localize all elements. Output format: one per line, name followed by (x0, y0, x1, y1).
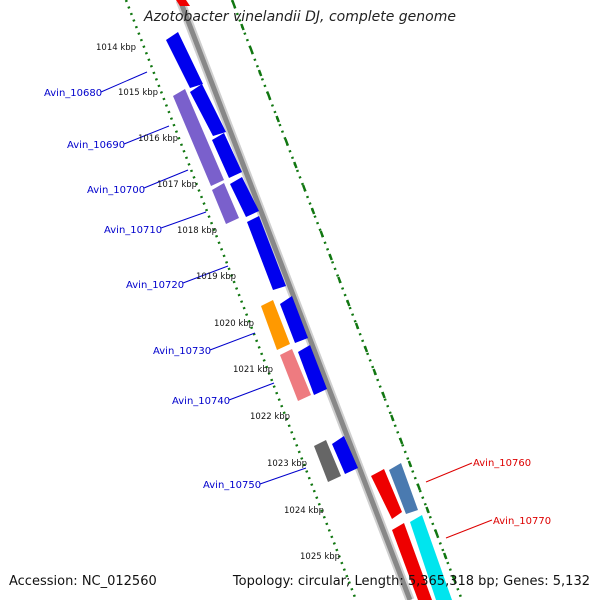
genome-summary-text: Topology: circular; Length: 5,365,318 bp… (232, 574, 590, 589)
guide-dash-mark (266, 92, 272, 100)
kbp-tick-label: 1024 kbp (284, 506, 324, 516)
kbp-tick-label: 1023 kbp (267, 459, 307, 469)
gene-feature-avin-10770-red (392, 523, 432, 600)
gene-feature-avin-10730-forward (280, 296, 308, 343)
guide-dash-mark (284, 138, 289, 146)
kbp-tick-label: 1015 kbp (118, 88, 158, 98)
leader-line-avin-10690 (123, 125, 170, 145)
gene-label-avin-10690[interactable]: Avin_10690 (67, 140, 125, 151)
leader-line-avin-10720 (182, 265, 229, 284)
leader-line-avin-10770 (445, 519, 493, 539)
leader-line-avin-10680 (100, 71, 148, 93)
gene-feature-avin-10710-forward (230, 177, 259, 217)
kbp-tick-label: 1019 kbp (196, 272, 236, 282)
gene-feature-avin-10760-red (371, 469, 402, 519)
guide-dash-mark (231, 0, 236, 8)
kbp-tick-label: 1022 kbp (250, 412, 290, 422)
kbp-tick-label: 1014 kbp (96, 43, 136, 53)
gene-feature-avin-10730-orange (261, 300, 290, 350)
gene-feature-avin-10740-forward (298, 345, 327, 395)
guide-dash-mark (372, 368, 377, 376)
guide-dash-mark (434, 529, 439, 537)
gene-label-avin-10720[interactable]: Avin_10720 (126, 280, 184, 291)
gene-feature-avin-10760-steel (389, 463, 418, 514)
guide-dash-mark (354, 322, 360, 330)
leader-line-avin-10740 (228, 382, 275, 401)
genome-backbone (177, 0, 413, 600)
gene-feature-avin-10740-pink (280, 349, 311, 401)
guide-dash-mark (301, 184, 307, 192)
guide-dash-mark (328, 253, 333, 261)
guide-dash-mark (442, 552, 448, 560)
gene-label-avin-10730[interactable]: Avin_10730 (153, 346, 211, 357)
gene-feature-avin-10710-reverse (212, 183, 239, 224)
kbp-tick-label: 1016 kbp (138, 134, 178, 144)
accession-text: Accession: NC_012560 (9, 574, 157, 589)
gene-label-avin-10740[interactable]: Avin_10740 (172, 396, 230, 407)
gene-label-avin-10680[interactable]: Avin_10680 (44, 88, 102, 99)
guide-dash-mark (319, 230, 325, 238)
gene-feature-avin-10720 (247, 216, 286, 290)
guide-dash-mark (293, 161, 298, 169)
gene-feature-avin-10750-gray (314, 440, 341, 482)
kbp-tick-label: 1025 kbp (300, 552, 340, 562)
guide-dash-mark (363, 345, 369, 353)
guide-dash-mark (257, 69, 263, 77)
gene-label-avin-10700[interactable]: Avin_10700 (87, 185, 145, 196)
guide-dash-mark (275, 115, 280, 123)
gene-label-avin-10760[interactable]: Avin_10760 (473, 458, 531, 469)
gene-feature-avin-10700 (212, 133, 242, 178)
kbp-tick-label: 1017 kbp (157, 180, 197, 190)
gene-label-avin-10770[interactable]: Avin_10770 (493, 516, 551, 527)
gene-feature-avin-10690-reverse (173, 89, 224, 186)
leader-line-avin-10760 (425, 462, 473, 483)
leader-line-avin-10750 (259, 467, 307, 485)
guide-dash-mark (310, 207, 316, 215)
guide-dash-mark (398, 437, 404, 445)
gene-feature-avin-10680 (166, 32, 203, 88)
kbp-tick-label: 1018 kbp (177, 226, 217, 236)
guide-dash-mark (390, 414, 395, 422)
guide-dash-mark (248, 46, 254, 54)
guide-tick-marks (231, 0, 457, 583)
guide-dash-mark (407, 460, 413, 468)
genome-title: Azotobacter vinelandii DJ, complete geno… (144, 9, 456, 25)
guide-dash-mark (425, 506, 430, 514)
gene-feature-avin-10770-cyan (410, 515, 452, 600)
gene-feature-avin-10750-forward (332, 436, 358, 474)
guide-dash-mark (337, 276, 342, 284)
guide-dash-mark (381, 391, 386, 399)
gene-label-avin-10750[interactable]: Avin_10750 (203, 480, 261, 491)
kbp-tick-label: 1020 kbp (214, 319, 254, 329)
leader-line-avin-10730 (209, 332, 256, 351)
guide-dash-mark (416, 483, 422, 491)
gene-label-avin-10710[interactable]: Avin_10710 (104, 225, 162, 236)
guide-dash-mark (345, 299, 351, 307)
kbp-tick-label: 1021 kbp (233, 365, 273, 375)
guide-dash-mark (240, 23, 245, 31)
leader-line-avin-10710 (160, 211, 207, 229)
guide-dash-mark (451, 575, 457, 583)
leader-line-avin-10700 (143, 169, 189, 189)
gene-feature-avin-10690-forward (190, 84, 226, 136)
gene-feature-avin-10670-top (176, 0, 190, 6)
